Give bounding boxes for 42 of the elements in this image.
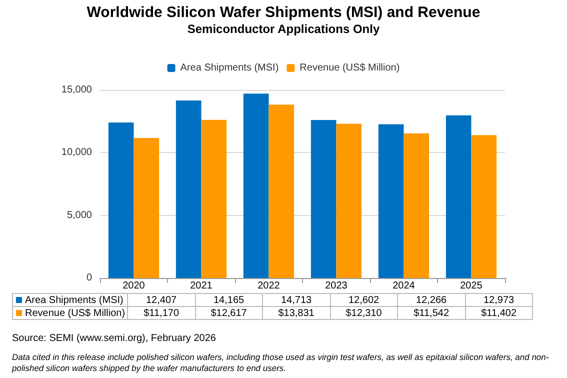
bar — [446, 115, 472, 278]
bar — [378, 124, 404, 278]
bar — [310, 120, 336, 278]
x-tick-label: 2023 — [325, 280, 348, 292]
bar — [176, 100, 202, 278]
y-tick-label: 15,000 — [61, 84, 92, 96]
x-tick-label: 2021 — [190, 280, 213, 292]
source-note: Source: SEMI (www.semi.org), February 2026 — [12, 333, 216, 344]
x-tick-label: 2022 — [258, 280, 280, 292]
data-label: $13,831 — [262, 306, 330, 320]
legend-label: Revenue (US$ Million) — [300, 62, 400, 74]
chart-title: Worldwide Silicon Wafer Shipments (MSI) and Revenue — [86, 4, 482, 21]
data-label: 12,407 — [128, 294, 196, 306]
x-tick-label: 2024 — [392, 280, 416, 292]
bar — [108, 122, 134, 278]
bar — [404, 133, 430, 278]
legend-label: Area Shipments (MSI) — [180, 62, 279, 74]
data-label: 12,973 — [465, 294, 533, 306]
y-tick-label: 0 — [86, 272, 92, 284]
text: Data cited in this release include polished silicon wafers, including those used as virgin test wafers, as well as epitaxial silicon wafers, and non-polished silicon wafers shipped by the wafer manufacturers to end users. — [12, 352, 550, 374]
data-label: $12,310 — [330, 306, 398, 320]
y-tick-label: 10,000 — [61, 147, 92, 158]
bar — [268, 104, 294, 278]
text: Revenue (US$ Million) — [25, 308, 126, 318]
data-label: $11,402 — [465, 306, 533, 320]
data-label: $11,542 — [398, 306, 466, 320]
data-label: $12,617 — [195, 306, 263, 320]
bar — [336, 124, 362, 278]
x-tick-label: 2025 — [460, 280, 483, 292]
bar — [243, 94, 269, 278]
data-label: 14,713 — [262, 294, 330, 306]
data-label: 12,602 — [330, 294, 398, 306]
data-label: 12,266 — [398, 294, 466, 306]
bar — [471, 135, 497, 278]
bar — [134, 138, 160, 278]
data-label: $11,170 — [128, 306, 196, 320]
y-tick-label: 5,000 — [66, 210, 92, 221]
chart-subtitle: Semiconductor Applications Only — [186, 22, 381, 36]
bar — [201, 120, 227, 278]
x-tick-label: 2020 — [122, 280, 146, 292]
data-label: 14,165 — [195, 294, 263, 306]
text: Area Shipments (MSI) — [25, 294, 124, 306]
